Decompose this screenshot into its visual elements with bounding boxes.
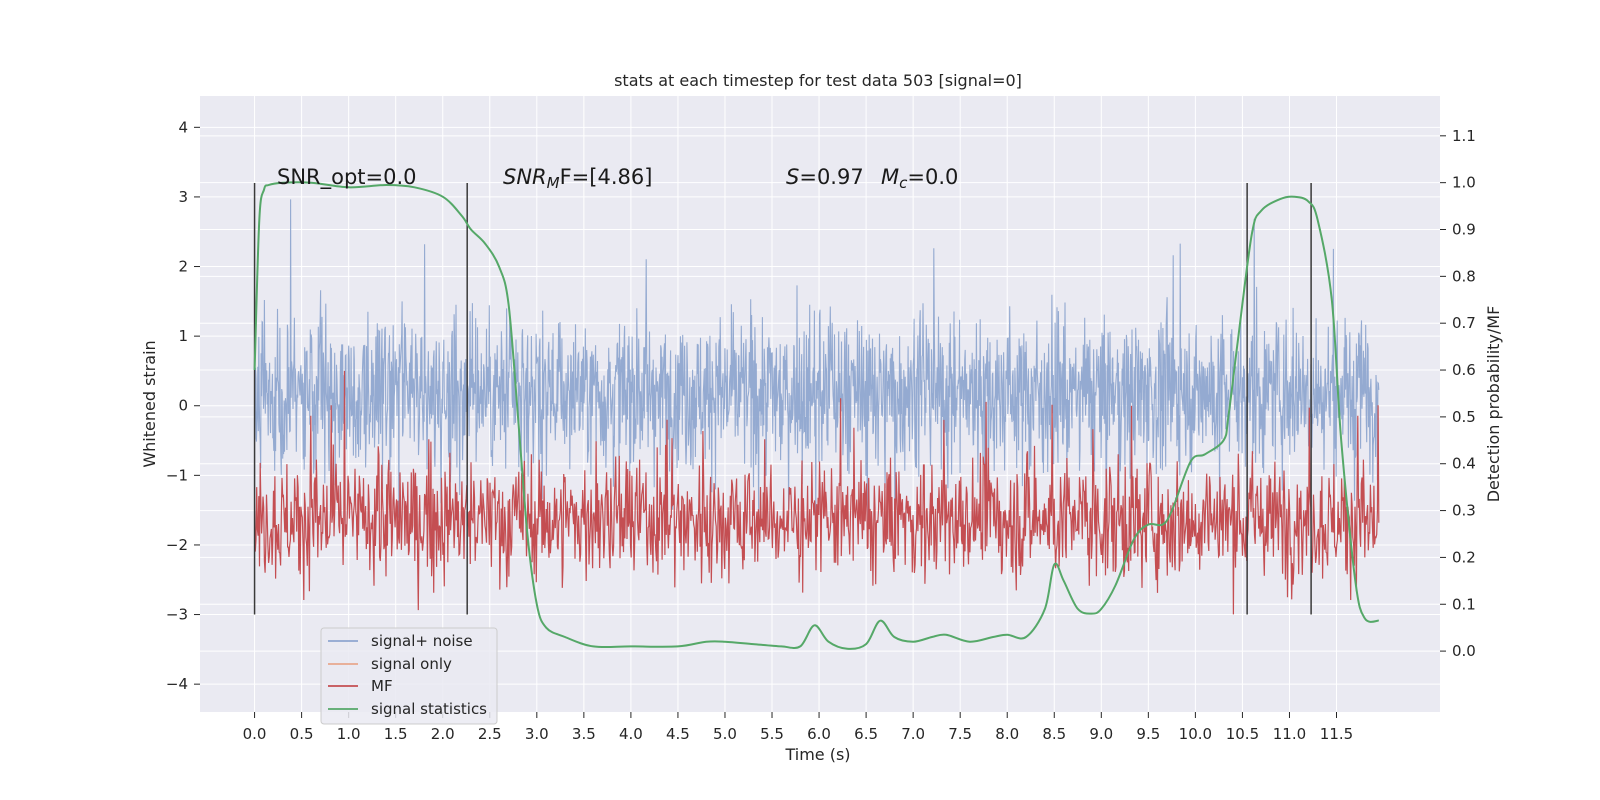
x-tick-label: 7.5: [948, 725, 972, 743]
y-tick-label: 0: [178, 397, 188, 415]
x-tick-label: 2.0: [431, 725, 455, 743]
x-axis-ticks: 0.0 0.5 1.0 1.5 2.0 2.5 3.0 3.5 4.0 4.5 5.0 5.5 6.0 6…: [243, 712, 1353, 743]
annotation-snr-opt: SNR_opt=0.0: [277, 165, 417, 190]
x-tick-label: 10.5: [1226, 725, 1259, 743]
mf-line: [254, 370, 1380, 615]
y2-axis-label: Detection probability/MF: [1484, 306, 1503, 503]
signal-statistics-line: [253, 181, 1379, 650]
y2-tick-label: 0.9: [1452, 221, 1476, 239]
legend-label-signal-noise: signal+ noise: [371, 632, 473, 650]
x-tick-label: 11.5: [1320, 725, 1353, 743]
x-tick-label: 3.5: [572, 725, 596, 743]
y2-tick-label: 0.0: [1452, 642, 1476, 660]
annotation-s: S=0.97: [786, 165, 864, 189]
x-tick-label: 9.5: [1136, 725, 1160, 743]
legend: signal+ noise signal only MF signal stat…: [320, 627, 498, 725]
x-tick-label: 8.0: [995, 725, 1019, 743]
y2-tick-label: 0.3: [1452, 502, 1476, 520]
y-tick-label: −4: [166, 675, 188, 693]
legend-label-signal-only: signal only: [371, 655, 452, 673]
y-axis-ticks: 4 3 2 1 0 −1 −2 −3 −4: [166, 118, 200, 693]
x-tick-label: 7.0: [901, 725, 925, 743]
y2-tick-label: 0.4: [1452, 455, 1476, 473]
x-tick-label: 1.5: [384, 725, 408, 743]
y2-tick-label: 0.8: [1452, 267, 1476, 285]
y-tick-label: 1: [178, 327, 188, 345]
x-tick-label: 5.0: [713, 725, 737, 743]
x-tick-label: 5.5: [760, 725, 784, 743]
y2-tick-label: 1.1: [1452, 127, 1476, 145]
y2-tick-label: 1.0: [1452, 174, 1476, 192]
y2-tick-label: 0.7: [1452, 314, 1476, 332]
y-tick-label: −1: [166, 466, 188, 484]
y-tick-label: 4: [178, 118, 188, 136]
x-tick-label: 11.0: [1273, 725, 1306, 743]
x-tick-label: 9.0: [1089, 725, 1113, 743]
chart-title: stats at each timestep for test data 503…: [614, 71, 1022, 90]
annotation-snr-mf: SNRMF=[4.86]: [503, 165, 652, 192]
x-tick-label: 3.0: [525, 725, 549, 743]
signal-noise-series: [254, 199, 1380, 553]
signal-statistics-series: [253, 181, 1379, 650]
y-tick-label: 2: [178, 258, 188, 276]
x-tick-label: 6.5: [854, 725, 878, 743]
signal-noise-line: [254, 199, 1380, 553]
x-tick-label: 1.0: [337, 725, 361, 743]
y-axis-label: Whitened strain: [140, 340, 159, 467]
y2-tick-label: 0.6: [1452, 361, 1476, 379]
legend-label-signal-statistics: signal statistics: [371, 700, 487, 718]
annotation-mc: Mc=0.0: [881, 165, 958, 192]
x-axis-label: Time (s): [784, 745, 850, 764]
x-tick-label: 10.0: [1179, 725, 1212, 743]
legend-box: [320, 627, 498, 725]
y2-axis-ticks: 1.1 1.0 0.9 0.8 0.7 0.6 0.5 0.4 0.3 0.2 0.1 0.0: [1440, 127, 1476, 660]
vertical-markers: [253, 183, 1312, 615]
legend-label-mf: MF: [371, 677, 393, 695]
mf-series: [254, 370, 1380, 615]
y2-tick-label: 0.2: [1452, 548, 1476, 566]
y-tick-label: 3: [178, 188, 188, 206]
x-tick-label: 4.0: [619, 725, 643, 743]
x-tick-label: 8.5: [1042, 725, 1066, 743]
x-tick-label: 0.0: [243, 725, 267, 743]
y2-tick-label: 0.5: [1452, 408, 1476, 426]
x-tick-label: 0.5: [290, 725, 314, 743]
x-tick-label: 2.5: [478, 725, 502, 743]
x-tick-label: 6.0: [807, 725, 831, 743]
y-tick-label: −3: [166, 606, 188, 624]
y-tick-label: −2: [166, 536, 188, 554]
y2-tick-label: 0.1: [1452, 595, 1476, 613]
x-tick-label: 4.5: [666, 725, 690, 743]
